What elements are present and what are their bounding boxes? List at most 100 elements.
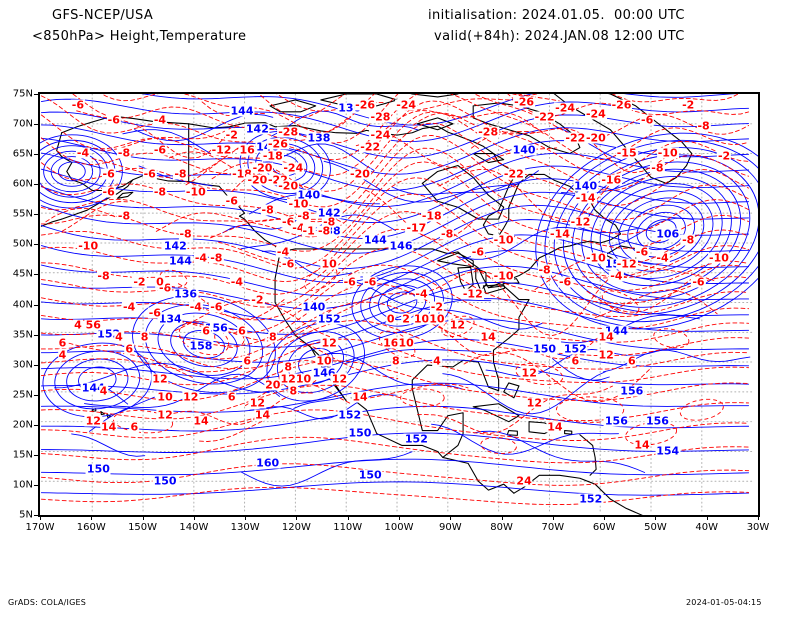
x-tick-label: 40W xyxy=(695,522,719,533)
y-tick-mark xyxy=(34,184,39,186)
temperature-contour xyxy=(40,301,750,360)
temperature-contour-label: 16 xyxy=(382,336,400,350)
temperature-contour-label: -10 xyxy=(708,251,730,265)
temperature-contour-label: -20 xyxy=(277,179,300,193)
temperature-contour-label: -4 xyxy=(152,113,168,127)
temperature-contour xyxy=(40,283,750,347)
temperature-contour-label: -10 xyxy=(184,185,207,199)
temperature-contour-label: -22 xyxy=(359,140,382,154)
temperature-contour-label: 12 xyxy=(248,396,267,410)
y-tick-label: 65N xyxy=(12,148,33,160)
temperature-contour-label: 12 xyxy=(525,396,543,410)
x-tick-mark xyxy=(40,515,41,520)
temperature-contour-label: -4 xyxy=(229,275,244,289)
height-contour xyxy=(40,405,750,432)
temperature-contour-label: -2 xyxy=(429,300,445,313)
height-contour-label: 138 xyxy=(306,131,332,145)
y-tick-mark xyxy=(34,334,39,336)
temperature-contour-label: -2 xyxy=(681,98,696,112)
y-tick-label: 60N xyxy=(12,178,33,190)
temperature-contour-label: -8 xyxy=(173,167,188,181)
temperature-contour xyxy=(61,201,128,232)
height-contour-low-center xyxy=(636,211,686,251)
height-contour xyxy=(293,396,343,409)
temperature-contour-label: -6 xyxy=(691,275,706,289)
temperature-contour-label: 24 xyxy=(515,474,533,488)
temperature-contour-label: 12 xyxy=(156,408,174,422)
coastline-segment xyxy=(472,152,505,164)
temperature-contour-label: -4 xyxy=(188,300,203,313)
temperature-contour-label: 14 xyxy=(479,330,497,344)
x-tick-label: 140W xyxy=(179,522,209,533)
height-contour-label: 150 xyxy=(357,468,383,482)
temperature-contour-label: -10 xyxy=(492,233,515,247)
x-tick-mark xyxy=(142,515,144,520)
temperature-contour-label: -4 xyxy=(275,245,291,259)
temperature-contour-label: 14 xyxy=(192,414,210,428)
height-contour-label: 156 xyxy=(619,384,645,398)
height-contour-low-center xyxy=(50,156,94,187)
y-tick-label: 55N xyxy=(12,208,33,220)
temperature-contour-label: -28 xyxy=(369,110,392,124)
height-contour-label: 146 xyxy=(311,366,337,380)
height-contour-label: 150 xyxy=(152,474,178,488)
coastline-segment xyxy=(269,99,317,113)
temperature-contour-label: -10 xyxy=(492,269,515,283)
height-contour xyxy=(555,126,622,161)
x-tick-mark xyxy=(193,515,195,520)
temperature-contour-label: -22 xyxy=(502,167,525,181)
y-tick-mark xyxy=(34,484,39,486)
temperature-contour-label: -28 xyxy=(277,125,300,139)
temperature-contour-label: -4 xyxy=(193,251,209,265)
temperature-contour-label: -4 xyxy=(609,269,624,283)
height-contour xyxy=(40,111,750,159)
height-contour-label: 150 xyxy=(85,462,111,476)
temperature-contour-label: -24 xyxy=(282,161,305,175)
y-tick-label: 50N xyxy=(12,238,33,250)
x-tick-label: 50W xyxy=(644,522,667,533)
temperature-contour-closed xyxy=(378,330,416,358)
height-contour-label: 142 xyxy=(316,206,342,220)
temperature-contour-label: -6 xyxy=(634,245,650,259)
render-timestamp: 2024-01-05-04:15 xyxy=(686,598,762,607)
y-tick-label: 40N xyxy=(12,299,33,310)
coastline-segment xyxy=(416,117,454,131)
y-tick-mark xyxy=(34,424,39,426)
y-tick-mark xyxy=(34,94,39,95)
temperature-contour-label: -8 xyxy=(152,185,168,199)
temperature-contour-label: -2 xyxy=(250,293,265,307)
temperature-contour-closed xyxy=(214,328,245,348)
x-tick-label: 130W xyxy=(230,522,260,533)
temperature-contour-label: 14 xyxy=(633,438,651,452)
height-contour-low-center xyxy=(247,136,324,195)
y-tick-mark xyxy=(34,394,39,396)
temperature-contour-label: -8 xyxy=(322,215,337,229)
temperature-contour xyxy=(438,168,611,223)
temperature-contour-label: 12 xyxy=(279,372,297,386)
temperature-contour xyxy=(100,127,232,151)
temperature-contour xyxy=(395,96,535,111)
height-contour-low-center xyxy=(360,271,444,334)
height-contour-label: 140 xyxy=(573,179,599,193)
temperature-contour-label: -6 xyxy=(157,281,173,295)
temperature-contour-label: -18 xyxy=(261,149,284,163)
temperature-contour-label: 6 xyxy=(124,342,134,356)
temperature-contour xyxy=(40,177,750,269)
temperature-contour-label: -8 xyxy=(440,227,455,241)
height-contour-low-center xyxy=(645,219,677,243)
height-contour-label: 140 xyxy=(296,188,322,202)
temperature-contour-label: 2 xyxy=(401,312,411,326)
temperature-contour-label: -20 xyxy=(251,161,274,175)
height-contour xyxy=(40,481,750,496)
temperature-contour-label: 10 xyxy=(320,257,338,271)
temperature-contour-label: -6 xyxy=(224,194,239,208)
height-contour-label: 152 xyxy=(96,327,122,341)
temperature-contour xyxy=(199,419,266,442)
temperature-contour xyxy=(355,110,544,147)
temperature-contour xyxy=(586,264,742,313)
height-contour xyxy=(71,433,146,457)
x-tick-label: 70W xyxy=(541,522,565,533)
temperature-contour-label: -6 xyxy=(152,143,168,157)
temperature-contour-closed xyxy=(601,290,640,315)
temperature-contour xyxy=(486,275,610,337)
